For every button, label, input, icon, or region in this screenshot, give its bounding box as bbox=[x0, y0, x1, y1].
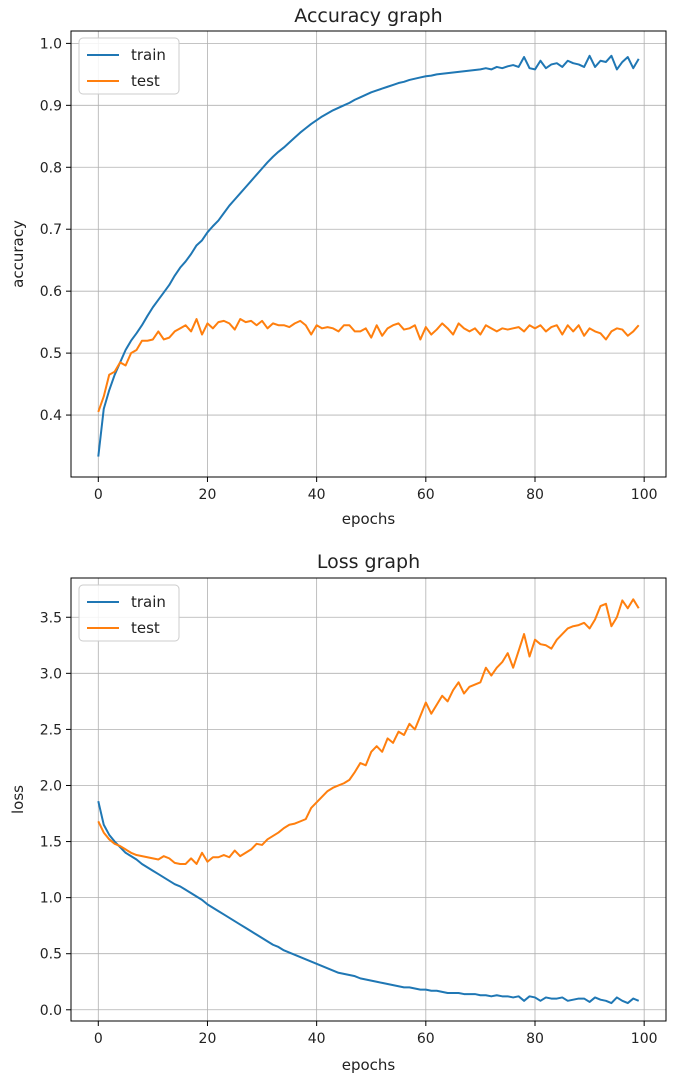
accuracy-ytick-label: 0.7 bbox=[40, 222, 62, 238]
loss-legend-label-test: test bbox=[131, 619, 160, 637]
accuracy-series-train-line bbox=[97, 54, 640, 457]
accuracy-ytick-label: 0.5 bbox=[40, 346, 62, 362]
accuracy-axes-frame bbox=[70, 30, 667, 478]
accuracy-xtick-label: 40 bbox=[308, 487, 326, 503]
loss-xtick-label: 0 bbox=[94, 1031, 103, 1047]
accuracy-y-axis-label: accuracy bbox=[9, 220, 27, 288]
accuracy-ytick-label: 1.0 bbox=[40, 36, 62, 52]
loss-xtick-label: 80 bbox=[526, 1031, 544, 1047]
accuracy-xtick-label: 100 bbox=[631, 487, 658, 503]
loss-ytick-label: 3.0 bbox=[40, 666, 62, 682]
accuracy-xtick-label: 0 bbox=[94, 487, 103, 503]
loss-plot-area bbox=[71, 578, 666, 1021]
loss-ytick-label: 2.0 bbox=[40, 778, 62, 794]
loss-series-test-line bbox=[97, 598, 640, 865]
loss-ytick-label: 0.0 bbox=[40, 1003, 62, 1019]
loss-xtick-label: 20 bbox=[199, 1031, 217, 1047]
loss-legend-label-train: train bbox=[131, 593, 166, 611]
loss-axes-frame bbox=[70, 577, 667, 1022]
loss-series-train-line bbox=[97, 800, 640, 1005]
loss-chart: 0 20 40 60 80 100 0.0 0.5 1.0 1.5 2.0 2.5 3.0 3.5 Loss… bbox=[9, 551, 667, 1074]
accuracy-chart: 0 20 40 60 80 100 0.4 0.5 0.6 0.7 0.8 0.9 1.0 Accurac… bbox=[9, 5, 667, 528]
loss-chart-title: Loss graph bbox=[317, 551, 420, 573]
accuracy-xtick-label: 80 bbox=[526, 487, 544, 503]
loss-ytick-label: 1.0 bbox=[40, 891, 62, 907]
accuracy-ytick-label: 0.8 bbox=[40, 160, 62, 176]
accuracy-plot-area bbox=[71, 31, 666, 477]
loss-xtick-label: 60 bbox=[417, 1031, 435, 1047]
loss-xtick-label: 100 bbox=[631, 1031, 658, 1047]
loss-xtick-label: 40 bbox=[308, 1031, 326, 1047]
accuracy-series-test-line bbox=[97, 318, 640, 413]
accuracy-legend-label-train: train bbox=[131, 46, 166, 64]
accuracy-xtick-label: 20 bbox=[199, 487, 217, 503]
accuracy-xtick-label: 60 bbox=[417, 487, 435, 503]
loss-ytick-label: 1.5 bbox=[40, 835, 62, 851]
accuracy-x-axis-label: epochs bbox=[342, 510, 396, 528]
accuracy-ytick-label: 0.6 bbox=[40, 284, 62, 300]
loss-x-axis-label: epochs bbox=[342, 1056, 396, 1074]
accuracy-legend-label-test: test bbox=[131, 72, 160, 90]
loss-ytick-label: 3.5 bbox=[40, 610, 62, 626]
accuracy-ytick-label: 0.4 bbox=[40, 408, 62, 424]
accuracy-ytick-label: 0.9 bbox=[40, 98, 62, 114]
loss-ytick-label: 0.5 bbox=[40, 947, 62, 963]
loss-y-axis-label: loss bbox=[9, 785, 27, 814]
loss-ytick-label: 2.5 bbox=[40, 722, 62, 738]
accuracy-chart-title: Accuracy graph bbox=[294, 5, 442, 27]
